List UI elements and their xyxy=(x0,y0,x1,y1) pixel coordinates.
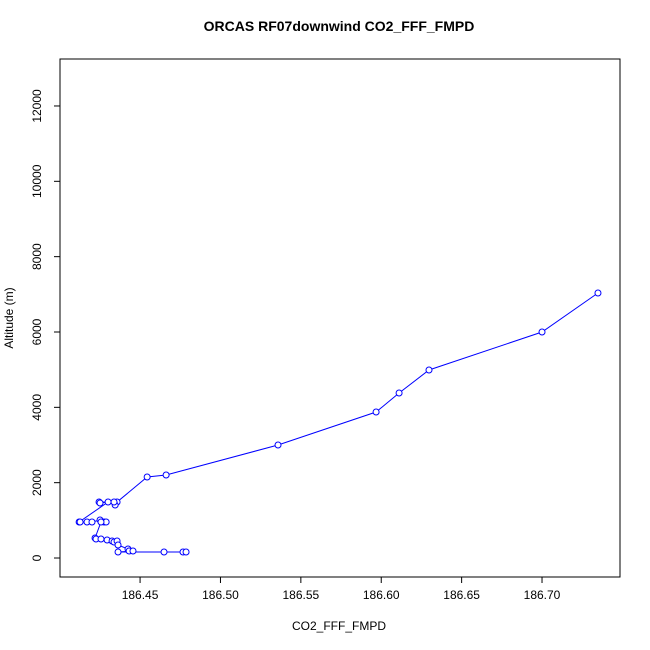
data-point xyxy=(274,441,282,449)
data-point xyxy=(594,289,602,297)
y-tick-label: 4000 xyxy=(30,394,44,421)
data-point xyxy=(104,498,112,506)
y-tick-label: 10000 xyxy=(30,164,44,198)
y-tick-label: 2000 xyxy=(30,469,44,496)
chart-title: ORCAS RF07downwind CO2_FFF_FMPD xyxy=(204,18,475,34)
data-point xyxy=(114,548,122,556)
data-point xyxy=(114,541,122,549)
data-point xyxy=(395,389,403,397)
data-line xyxy=(77,292,599,553)
data-point xyxy=(160,548,168,556)
y-axis-label: Altitude (m) xyxy=(2,287,16,348)
data-point xyxy=(88,518,96,526)
data-point xyxy=(162,471,170,479)
x-tick-label: 186.50 xyxy=(202,588,239,602)
x-tick-label: 186.65 xyxy=(443,588,480,602)
data-point xyxy=(96,499,104,507)
data-point xyxy=(425,366,433,374)
data-point xyxy=(538,328,546,336)
x-tick-label: 186.45 xyxy=(122,588,159,602)
x-tick-label: 186.60 xyxy=(363,588,400,602)
data-point xyxy=(110,498,118,506)
y-tick-label: 0 xyxy=(30,554,44,561)
x-tick-label: 186.55 xyxy=(282,588,319,602)
x-axis-label: CO2_FFF_FMPD xyxy=(292,619,386,633)
data-point xyxy=(143,473,151,481)
data-point xyxy=(97,535,105,543)
y-tick-label: 12000 xyxy=(30,89,44,123)
y-tick-label: 8000 xyxy=(30,243,44,270)
data-point xyxy=(97,518,105,526)
y-tick-label: 6000 xyxy=(30,318,44,345)
data-point xyxy=(76,518,84,526)
data-point xyxy=(372,408,380,416)
x-tick-label: 186.70 xyxy=(524,588,561,602)
data-point xyxy=(129,547,137,555)
plot-frame xyxy=(59,58,621,578)
data-point xyxy=(182,548,190,556)
